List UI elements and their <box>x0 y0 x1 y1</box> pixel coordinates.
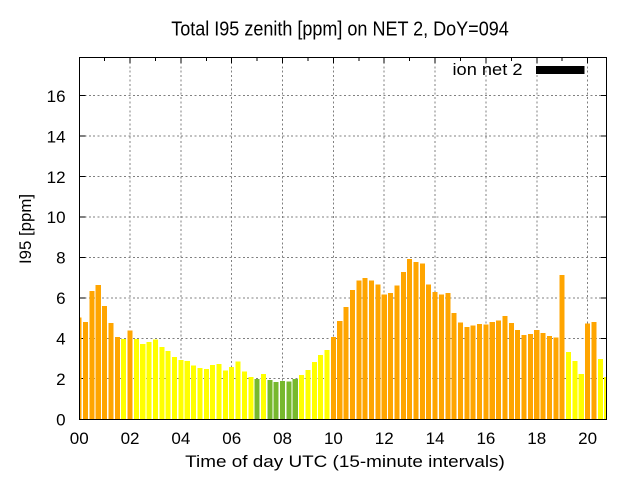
svg-text:2: 2 <box>56 370 65 389</box>
svg-text:12: 12 <box>375 429 394 448</box>
svg-text:16: 16 <box>476 429 495 448</box>
svg-text:04: 04 <box>171 429 190 448</box>
svg-text:10: 10 <box>47 208 66 227</box>
svg-text:20: 20 <box>578 429 597 448</box>
svg-text:Time of day UTC (15-minute int: Time of day UTC (15-minute intervals) <box>185 452 505 471</box>
svg-text:00: 00 <box>70 429 89 448</box>
svg-text:06: 06 <box>222 429 241 448</box>
svg-text:0: 0 <box>56 410 65 429</box>
svg-text:10: 10 <box>324 429 343 448</box>
svg-text:02: 02 <box>121 429 140 448</box>
svg-text:4: 4 <box>56 329 65 348</box>
svg-text:ion net 2: ion net 2 <box>453 60 523 79</box>
svg-text:16: 16 <box>47 87 66 106</box>
svg-text:08: 08 <box>273 429 292 448</box>
svg-text:14: 14 <box>47 127 66 146</box>
svg-text:Total I95 zenith [ppm] on NET: Total I95 zenith [ppm] on NET 2, DoY=094 <box>171 19 509 41</box>
svg-text:12: 12 <box>47 168 66 187</box>
svg-text:18: 18 <box>527 429 546 448</box>
svg-text:I95 [ppm]: I95 [ppm] <box>16 194 35 264</box>
svg-text:14: 14 <box>426 429 445 448</box>
svg-text:6: 6 <box>56 289 65 308</box>
svg-text:8: 8 <box>56 249 65 268</box>
